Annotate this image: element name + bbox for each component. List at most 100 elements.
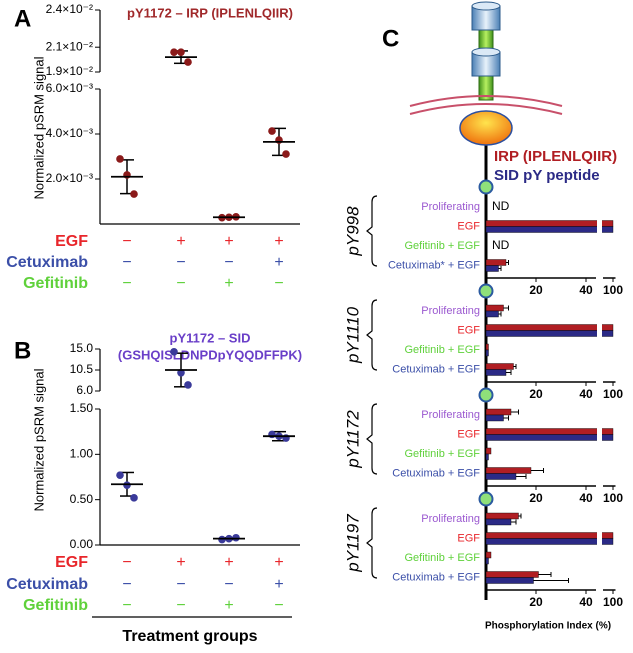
axis-break-gap bbox=[597, 537, 602, 546]
bar bbox=[485, 220, 614, 227]
bar bbox=[485, 538, 614, 545]
x-tick-label: 100 bbox=[603, 595, 623, 609]
treatment-level: − bbox=[122, 554, 131, 571]
treatment-level: + bbox=[274, 254, 283, 271]
y-tick-label: 10.5 bbox=[70, 362, 94, 376]
category-label: Cetuximab + EGF bbox=[392, 467, 480, 479]
treatment-level: − bbox=[122, 576, 131, 593]
x-tick-label: 40 bbox=[579, 283, 593, 297]
treatment-level: − bbox=[122, 233, 131, 250]
category-label: Gefitinib + EGF bbox=[404, 552, 480, 564]
bar bbox=[485, 518, 512, 526]
x-tick-label: 100 bbox=[603, 491, 623, 505]
axis-break-gap bbox=[597, 531, 602, 540]
axis-break-gap bbox=[597, 225, 602, 234]
treatment-level: − bbox=[176, 576, 185, 593]
category-label: Gefitinib + EGF bbox=[404, 240, 480, 252]
bar bbox=[485, 571, 539, 578]
bar bbox=[485, 408, 512, 416]
junction-dot bbox=[478, 491, 494, 507]
bar bbox=[485, 447, 492, 455]
junction-dot bbox=[478, 179, 494, 195]
bar bbox=[485, 577, 534, 584]
group-brace bbox=[366, 507, 378, 579]
x-tick-label: 20 bbox=[529, 283, 543, 297]
bar bbox=[485, 324, 614, 331]
y-tick-label: 1.9×10⁻² bbox=[46, 64, 93, 78]
data-point bbox=[232, 533, 240, 542]
bar bbox=[485, 414, 504, 422]
data-point bbox=[130, 494, 138, 502]
category-label: Proliferating bbox=[421, 513, 480, 525]
x-axis-label: Treatment groups bbox=[122, 628, 257, 645]
group-label: pY1172 bbox=[343, 410, 362, 469]
y-tick-label: 1.50 bbox=[70, 401, 94, 415]
receptor-cartoon bbox=[409, 1, 563, 600]
treatment-label: Cetuximab bbox=[6, 576, 88, 593]
x-tick-label: 40 bbox=[579, 491, 593, 505]
x-tick-label: 20 bbox=[529, 387, 543, 401]
axis-break-gap bbox=[597, 433, 602, 442]
data-point bbox=[184, 381, 192, 389]
y-tick-label: 6.0 bbox=[76, 383, 93, 397]
group-label: pY1110 bbox=[343, 306, 362, 364]
bar bbox=[485, 226, 614, 233]
axis-break-gap bbox=[597, 323, 602, 332]
treatment-label: EGF bbox=[55, 233, 88, 250]
treatment-level: − bbox=[224, 576, 233, 593]
treatment-level: − bbox=[274, 597, 283, 614]
treatment-label: Cetuximab bbox=[6, 254, 88, 271]
treatment-level: + bbox=[224, 233, 233, 250]
panel-label: C bbox=[382, 25, 399, 52]
bar bbox=[485, 473, 517, 480]
axis-break-gap bbox=[597, 427, 602, 436]
category-label: Cetuximab* + EGF bbox=[388, 259, 480, 271]
treatment-label: Gefitinib bbox=[23, 275, 88, 292]
bar bbox=[485, 265, 499, 272]
x-tick-label: 100 bbox=[603, 387, 623, 401]
treatment-level: − bbox=[176, 254, 185, 271]
y-tick-label: 4.0×10⁻³ bbox=[46, 126, 93, 140]
junction-dot bbox=[478, 387, 494, 403]
x-tick-label: 40 bbox=[579, 595, 593, 609]
category-label: EGF bbox=[457, 532, 480, 544]
y-tick-label: 0.00 bbox=[70, 537, 94, 551]
group-brace bbox=[366, 299, 378, 371]
treatment-level: + bbox=[224, 554, 233, 571]
data-point bbox=[218, 535, 226, 544]
x-tick-label: 20 bbox=[529, 491, 543, 505]
group-label: pY1197 bbox=[343, 514, 362, 573]
treatment-level: − bbox=[176, 275, 185, 292]
treatment-level: + bbox=[274, 233, 283, 250]
legend-label: IRP (IPLENLQIIR) bbox=[494, 148, 617, 165]
bar bbox=[485, 512, 519, 520]
bar bbox=[485, 532, 614, 539]
junction-dot bbox=[478, 283, 494, 299]
category-label: Gefitinib + EGF bbox=[404, 448, 480, 460]
group-brace bbox=[366, 403, 378, 475]
group-brace bbox=[366, 195, 378, 267]
data-point bbox=[177, 48, 185, 56]
treatment-level: − bbox=[122, 597, 131, 614]
treatment-level: + bbox=[176, 554, 185, 571]
bar bbox=[485, 557, 489, 565]
bar-note: ND bbox=[492, 199, 510, 213]
bar bbox=[485, 304, 504, 312]
axis-break-gap bbox=[597, 219, 602, 228]
data-point bbox=[116, 471, 124, 479]
chart-subtitle: (GSHQISLDNPDpYQQDFFPK) bbox=[118, 347, 302, 362]
legend-label: SID pY peptide bbox=[494, 167, 600, 184]
treatment-label: EGF bbox=[55, 554, 88, 571]
data-point bbox=[170, 48, 178, 56]
treatment-level: − bbox=[122, 254, 131, 271]
x-tick-label: 20 bbox=[529, 595, 543, 609]
bar bbox=[485, 310, 499, 318]
bar bbox=[485, 259, 507, 266]
y-tick-label: 15.0 bbox=[70, 341, 94, 355]
bar bbox=[485, 369, 507, 376]
treatment-level: + bbox=[274, 576, 283, 593]
category-label: Proliferating bbox=[421, 409, 480, 421]
data-point bbox=[116, 155, 124, 163]
